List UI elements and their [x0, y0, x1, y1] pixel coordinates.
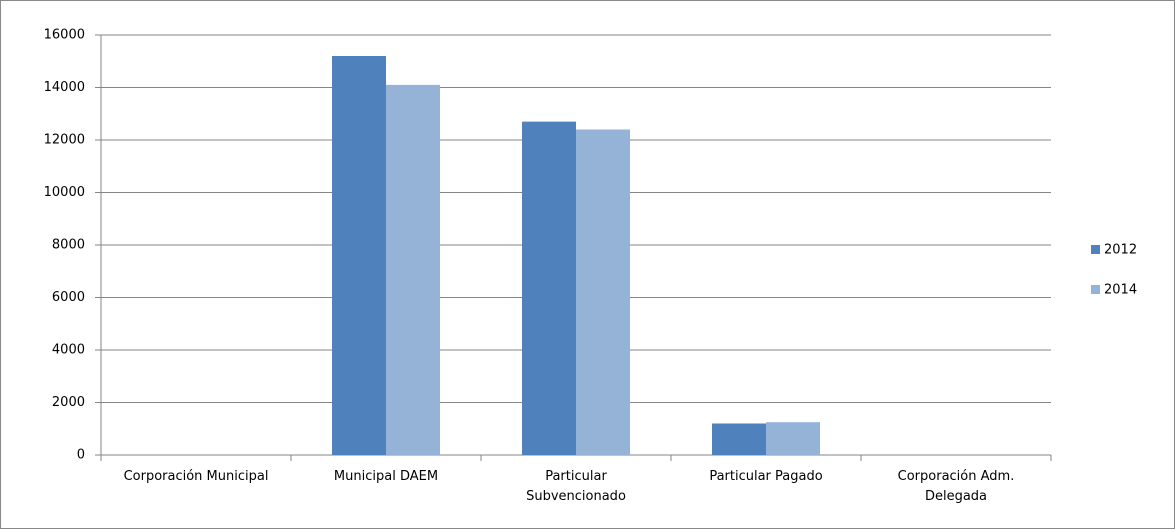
y-tick-label: 6000 [52, 290, 85, 305]
bar [386, 84, 440, 455]
x-tick-label: Municipal DAEM [333, 469, 439, 484]
bar [522, 121, 576, 455]
x-tick-label: Particular Pagado [709, 469, 823, 484]
legend-swatch [1091, 245, 1100, 254]
x-tick-label: Corporación Adm. Delegada [897, 469, 1015, 504]
y-tick-label: 2000 [52, 395, 85, 410]
bar [576, 129, 630, 455]
bar [332, 56, 386, 455]
legend-swatch [1091, 285, 1100, 294]
y-tick-label: 14000 [44, 80, 85, 95]
bar [766, 422, 820, 455]
bar [712, 423, 766, 455]
y-tick-label: 0 [77, 448, 85, 463]
y-tick-label: 4000 [52, 343, 85, 358]
legend-label: 2014 [1104, 283, 1137, 298]
y-tick-label: 10000 [44, 185, 85, 200]
x-tick-label: Particular Subvencionado [526, 469, 626, 504]
legend-label: 2012 [1104, 243, 1137, 258]
y-tick-label: 12000 [44, 133, 85, 148]
y-tick-label: 16000 [44, 28, 85, 43]
x-tick-label: Corporación Municipal [123, 469, 269, 484]
y-tick-label: 8000 [52, 238, 85, 253]
